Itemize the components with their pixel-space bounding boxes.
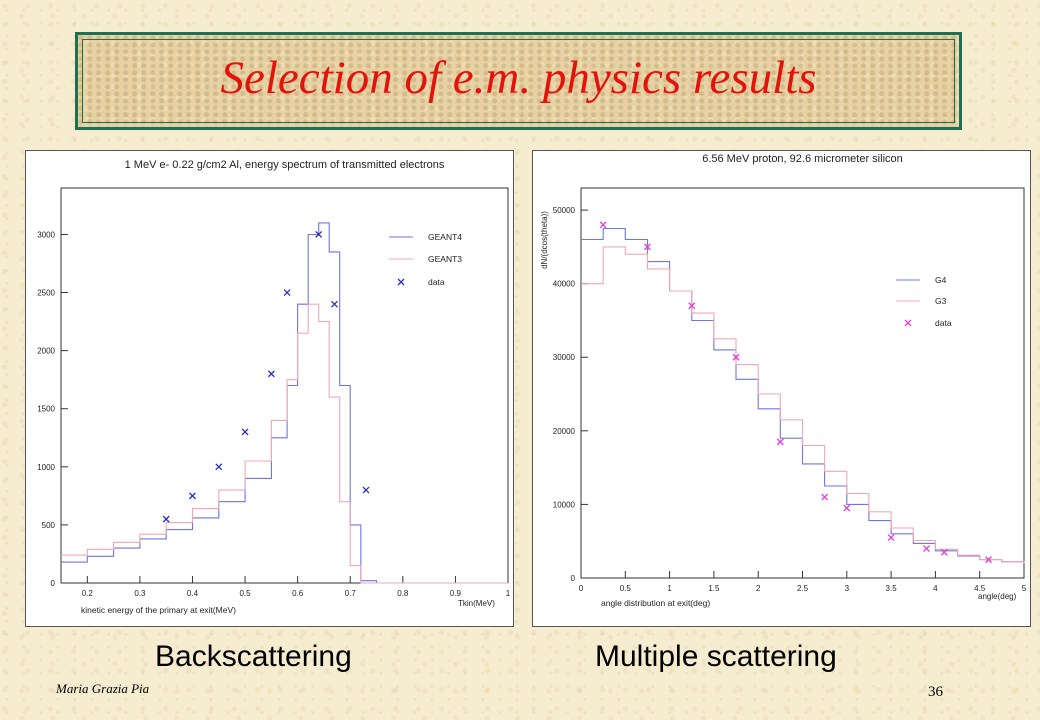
y-tick-label: 1000 xyxy=(37,463,55,472)
series-g4-line xyxy=(581,227,1025,564)
x-tick-label: 0.6 xyxy=(292,589,304,598)
series-geant3-line xyxy=(61,303,508,584)
x-tick-label: 3.5 xyxy=(886,584,898,593)
x-tick-label: 0.8 xyxy=(397,589,409,598)
data-point xyxy=(241,428,249,436)
slide-title: Selection of e.m. physics results xyxy=(220,52,817,104)
x-tick-label: 1 xyxy=(667,584,672,593)
x-tick-label: 1.5 xyxy=(708,584,720,593)
legend-label: G4 xyxy=(935,275,947,285)
right-caption: Multiple scattering xyxy=(595,640,837,673)
legend-label: GEANT4 xyxy=(428,232,462,242)
legend-swatch xyxy=(397,278,405,286)
multiple-scattering-chart: 6.56 MeV proton, 92.6 micrometer silicon… xyxy=(540,153,1027,608)
x-tick-label: 5 xyxy=(1022,584,1027,593)
y-tick-label: 50000 xyxy=(553,206,576,215)
y-tick-label: 30000 xyxy=(553,353,576,362)
y-tick-label: 2500 xyxy=(37,289,55,298)
data-point xyxy=(330,300,338,308)
x-axis-label: angle distribution at exit(deg) xyxy=(601,598,710,608)
chart-title: 1 MeV e- 0.22 g/cm2 Al, energy spectrum … xyxy=(125,159,445,171)
y-tick-label: 500 xyxy=(42,521,56,530)
data-point xyxy=(267,370,275,378)
x-tick-label: 0.5 xyxy=(239,589,251,598)
data-point xyxy=(923,545,930,553)
data-point xyxy=(162,515,170,523)
y-tick-label: 2000 xyxy=(37,347,55,356)
legend-label: GEANT3 xyxy=(428,254,462,264)
y-tick-label: 20000 xyxy=(553,427,576,436)
x-tick-label: 0.2 xyxy=(82,589,94,598)
legend-label: G3 xyxy=(935,296,947,306)
data-point xyxy=(732,353,740,361)
legend-swatch xyxy=(904,319,912,327)
series-g3-line xyxy=(581,246,1025,564)
y-tick-label: 0 xyxy=(571,574,576,583)
x-axis-tag: angle(deg) xyxy=(978,592,1017,601)
legend-label: data xyxy=(935,318,952,328)
data-point xyxy=(362,486,370,494)
multiple-scattering-chart-panel: 6.56 MeV proton, 92.6 micrometer silicon… xyxy=(532,150,1031,627)
x-tick-label: 2.5 xyxy=(797,584,809,593)
x-axis-label: kinetic energy of the primary at exit(Me… xyxy=(81,605,236,615)
series-geant4-line xyxy=(61,222,508,584)
y-axis-label: dN/(dcos(theta)) xyxy=(540,211,549,269)
data-point xyxy=(643,243,651,251)
y-tick-label: 1500 xyxy=(37,405,55,414)
x-tick-label: 3 xyxy=(845,584,850,593)
y-tick-label: 0 xyxy=(51,579,56,588)
backscattering-chart-panel: 1 MeV e- 0.22 g/cm2 Al, energy spectrum … xyxy=(25,150,514,627)
y-tick-label: 10000 xyxy=(553,500,576,509)
x-tick-label: 0.5 xyxy=(620,584,632,593)
data-point xyxy=(887,534,895,541)
y-tick-label: 40000 xyxy=(553,280,576,289)
data-point xyxy=(189,492,196,500)
data-point xyxy=(940,548,948,556)
x-tick-label: 0.9 xyxy=(450,589,462,598)
data-point xyxy=(985,556,993,564)
plot-frame xyxy=(60,187,509,584)
chart-title: 6.56 MeV proton, 92.6 micrometer silicon xyxy=(702,153,903,165)
data-point xyxy=(776,438,784,446)
x-tick-label: 0.4 xyxy=(187,589,199,598)
x-tick-label: 2 xyxy=(756,584,761,593)
x-tick-label: 0.3 xyxy=(134,589,146,598)
x-tick-label: 4 xyxy=(933,584,938,593)
legend-label: data xyxy=(428,277,445,287)
page-number: 36 xyxy=(928,684,943,700)
x-tick-label: 0 xyxy=(579,584,584,593)
x-tick-label: 0.7 xyxy=(345,589,357,598)
backscattering-chart: 1 MeV e- 0.22 g/cm2 Al, energy spectrum … xyxy=(37,159,511,615)
data-point xyxy=(283,289,291,297)
data-point xyxy=(315,231,323,238)
y-tick-label: 3000 xyxy=(37,230,55,239)
author-footer: Maria Grazia Pia xyxy=(56,681,150,696)
left-caption: Backscattering xyxy=(155,640,352,673)
data-point xyxy=(215,463,223,471)
x-tick-label: 1 xyxy=(506,589,511,598)
x-tick-label: 4.5 xyxy=(974,584,986,593)
data-point xyxy=(688,302,696,310)
data-point xyxy=(821,493,829,501)
title-frame: Selection of e.m. physics results xyxy=(75,32,962,130)
data-point xyxy=(843,504,851,512)
x-axis-tag: Tkin(MeV) xyxy=(458,599,495,608)
data-point xyxy=(599,221,607,229)
